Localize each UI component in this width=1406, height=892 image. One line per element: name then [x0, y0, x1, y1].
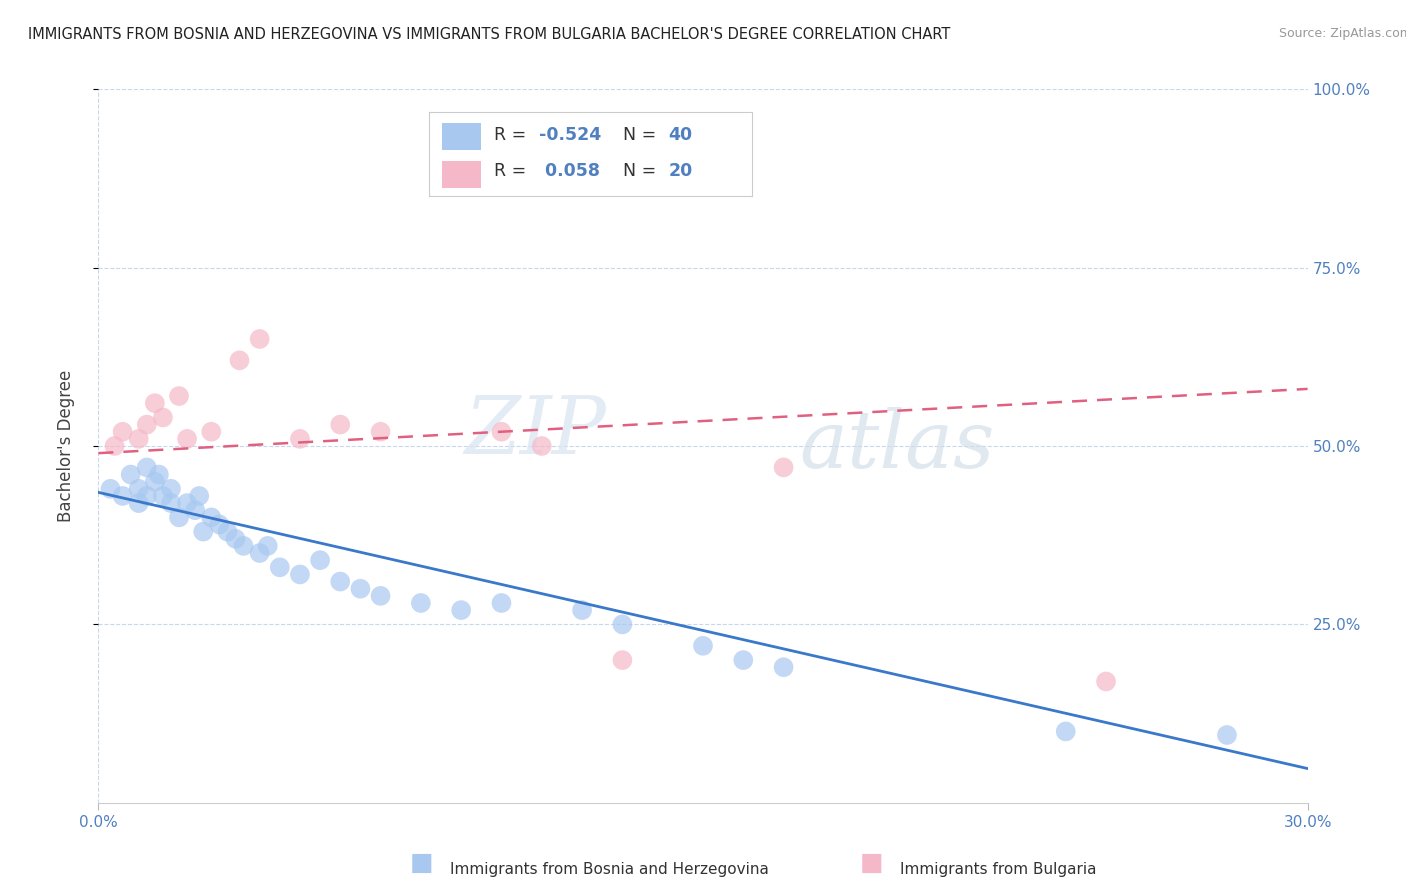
Point	[1054, 724, 1077, 739]
Text: ZIP: ZIP	[464, 393, 606, 470]
Point	[269, 560, 291, 574]
Point	[1095, 674, 1118, 689]
Point	[160, 482, 183, 496]
Point	[152, 410, 174, 425]
Text: Source: ZipAtlas.com: Source: ZipAtlas.com	[1279, 27, 1406, 40]
Point	[176, 432, 198, 446]
Text: N =: N =	[623, 127, 662, 145]
Point	[733, 653, 755, 667]
FancyBboxPatch shape	[441, 122, 481, 150]
Point	[349, 582, 371, 596]
Text: N =: N =	[623, 161, 662, 180]
Point	[143, 396, 166, 410]
Point	[249, 546, 271, 560]
Point	[200, 425, 222, 439]
Point	[692, 639, 714, 653]
Point	[200, 510, 222, 524]
Point	[143, 475, 166, 489]
Point	[128, 432, 150, 446]
Text: Immigrants from Bulgaria: Immigrants from Bulgaria	[900, 863, 1097, 877]
Point	[217, 524, 239, 539]
Point	[184, 503, 207, 517]
Point	[772, 660, 794, 674]
Text: -0.524: -0.524	[538, 127, 600, 145]
FancyBboxPatch shape	[441, 161, 481, 188]
Point	[329, 417, 352, 432]
Point	[167, 389, 190, 403]
Point	[1216, 728, 1239, 742]
Text: 20: 20	[668, 161, 692, 180]
Point	[120, 467, 142, 482]
Point	[208, 517, 231, 532]
Point	[772, 460, 794, 475]
Point	[135, 417, 157, 432]
Point	[612, 653, 634, 667]
Point	[309, 553, 332, 567]
Point	[100, 482, 122, 496]
Point	[450, 603, 472, 617]
Text: ■: ■	[411, 851, 433, 875]
Point	[430, 168, 453, 182]
Point	[530, 439, 553, 453]
Point	[103, 439, 125, 453]
Text: 0.058: 0.058	[538, 161, 600, 180]
Text: atlas: atlas	[800, 408, 995, 484]
Point	[152, 489, 174, 503]
Point	[288, 432, 311, 446]
Point	[224, 532, 246, 546]
Text: IMMIGRANTS FROM BOSNIA AND HERZEGOVINA VS IMMIGRANTS FROM BULGARIA BACHELOR'S DE: IMMIGRANTS FROM BOSNIA AND HERZEGOVINA V…	[28, 27, 950, 42]
Text: 40: 40	[668, 127, 692, 145]
Point	[176, 496, 198, 510]
Point	[329, 574, 352, 589]
Point	[128, 496, 150, 510]
Point	[370, 425, 392, 439]
Point	[111, 425, 134, 439]
Point	[148, 467, 170, 482]
Point	[128, 482, 150, 496]
Text: ■: ■	[860, 851, 883, 875]
Point	[491, 596, 513, 610]
Text: Immigrants from Bosnia and Herzegovina: Immigrants from Bosnia and Herzegovina	[450, 863, 769, 877]
Text: R =: R =	[494, 161, 531, 180]
Point	[491, 425, 513, 439]
Point	[256, 539, 278, 553]
Text: R =: R =	[494, 127, 531, 145]
Point	[612, 617, 634, 632]
Y-axis label: Bachelor's Degree: Bachelor's Degree	[56, 370, 75, 522]
Point	[232, 539, 254, 553]
Point	[135, 489, 157, 503]
Point	[135, 460, 157, 475]
Point	[228, 353, 250, 368]
Point	[167, 510, 190, 524]
Point	[288, 567, 311, 582]
Point	[188, 489, 211, 503]
Point	[193, 524, 215, 539]
Point	[571, 603, 593, 617]
Point	[409, 596, 432, 610]
Point	[370, 589, 392, 603]
Point	[160, 496, 183, 510]
Point	[111, 489, 134, 503]
Point	[249, 332, 271, 346]
